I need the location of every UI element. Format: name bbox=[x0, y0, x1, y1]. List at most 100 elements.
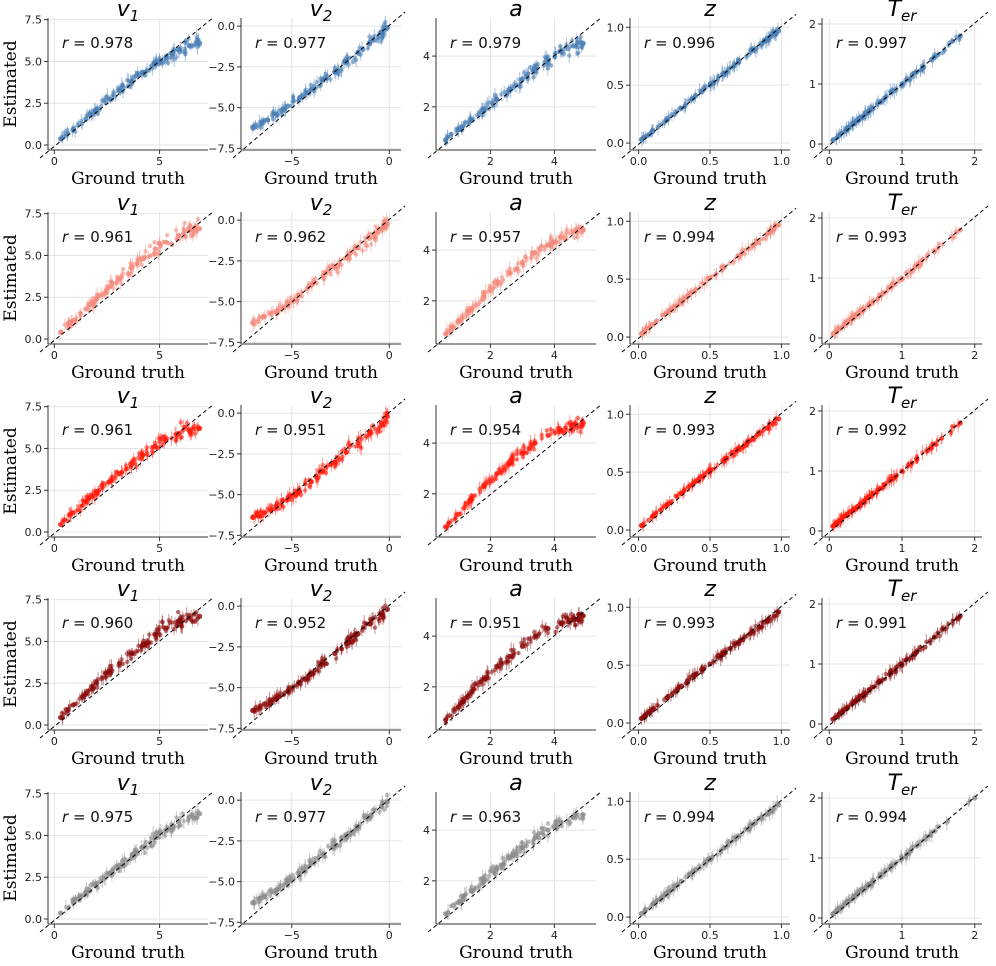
scatter-point bbox=[183, 51, 188, 57]
trend-point bbox=[888, 89, 894, 95]
x-tick-label: 5 bbox=[156, 155, 163, 168]
scatter-point bbox=[159, 436, 164, 442]
trend-point bbox=[70, 318, 76, 324]
scatter-point bbox=[84, 495, 89, 500]
trend-point bbox=[273, 111, 279, 117]
panel-title: Ter bbox=[888, 191, 918, 219]
trend-point bbox=[384, 413, 390, 420]
x-axis-label: Ground truth bbox=[459, 169, 573, 189]
scatter-point bbox=[352, 55, 358, 61]
scatter-point bbox=[59, 710, 64, 716]
identity-line bbox=[621, 13, 797, 159]
trend-point bbox=[519, 260, 526, 266]
correlation-label: r = 0.961 bbox=[62, 228, 133, 246]
trend-point bbox=[494, 96, 500, 102]
scatter-point bbox=[158, 244, 163, 249]
scatter-point bbox=[539, 435, 545, 441]
trend-point bbox=[764, 425, 770, 431]
scatter-point bbox=[173, 227, 179, 233]
trend-point bbox=[196, 226, 203, 232]
scatter-point bbox=[516, 268, 521, 274]
scatter-point bbox=[125, 84, 130, 89]
panel-title: a bbox=[509, 191, 522, 216]
scatter-point bbox=[918, 68, 923, 73]
scatter-point bbox=[163, 59, 168, 64]
trend-point bbox=[468, 116, 474, 123]
scatter-point bbox=[364, 435, 369, 440]
y-tick-label: 2 bbox=[423, 101, 430, 114]
scatter-point bbox=[179, 435, 184, 440]
trend-point bbox=[852, 119, 858, 125]
scatter-point bbox=[271, 116, 276, 122]
trend-point bbox=[140, 69, 146, 75]
scatter-point bbox=[371, 37, 376, 43]
scatter-point bbox=[120, 266, 126, 272]
trend-point bbox=[481, 483, 487, 489]
scatter-point bbox=[308, 83, 314, 88]
scatter-point bbox=[745, 442, 750, 448]
x-axis-label: Ground truth bbox=[71, 556, 185, 576]
x-tick-label: 0 bbox=[51, 349, 58, 362]
scatter-point bbox=[700, 88, 705, 93]
trend-point bbox=[140, 452, 146, 458]
scatter-point bbox=[277, 302, 283, 308]
y-axis-label: Estimated bbox=[1, 234, 21, 322]
scatter-point bbox=[158, 632, 163, 638]
scatter-point bbox=[136, 643, 141, 649]
x-tick-label: −5 bbox=[284, 349, 300, 362]
scatter-point bbox=[166, 618, 172, 623]
scatter-point bbox=[314, 79, 320, 85]
trend-point bbox=[455, 511, 461, 517]
y-tick-label: −5.0 bbox=[208, 102, 235, 115]
trend-point bbox=[308, 87, 314, 93]
scatter-point bbox=[534, 256, 539, 261]
scatter-point bbox=[365, 46, 371, 51]
y-tick-label: 0 bbox=[809, 525, 816, 538]
y-tick-label: 2 bbox=[809, 18, 816, 31]
scatter-point bbox=[156, 251, 161, 257]
scatter-point bbox=[577, 425, 582, 430]
scatter-point bbox=[111, 92, 116, 97]
trend-point bbox=[830, 331, 836, 337]
trend-point bbox=[140, 256, 146, 262]
panel-title: z bbox=[703, 384, 716, 409]
trend-point bbox=[250, 514, 256, 521]
scatter-point bbox=[476, 111, 482, 117]
panel-title: z bbox=[703, 0, 716, 22]
scatter-point bbox=[154, 57, 159, 62]
trend-point bbox=[638, 522, 645, 529]
trend-point bbox=[93, 296, 100, 302]
trend-point bbox=[196, 425, 203, 431]
scatter-point bbox=[516, 260, 521, 266]
scatter-point bbox=[531, 75, 536, 80]
y-tick-label: 5.0 bbox=[25, 442, 43, 455]
panel-title: v2 bbox=[310, 0, 333, 25]
x-tick-label: 2 bbox=[487, 155, 494, 168]
panel-r0-c3: 0.0 0.5 1.0 0.0 0.5 1.0 z r = 0.996 Ground truth bbox=[607, 0, 797, 189]
scatter-point bbox=[192, 426, 197, 432]
trend-point bbox=[163, 239, 169, 245]
y-tick-label: 0.5 bbox=[607, 79, 625, 92]
panel-r2-c2: 2 4 2 4 a r = 0.954 Ground truth bbox=[423, 384, 603, 576]
scatter-point bbox=[574, 40, 579, 46]
x-tick-label: −5 bbox=[284, 542, 300, 555]
scatter-point bbox=[156, 624, 162, 630]
y-tick-label: 0.0 bbox=[25, 333, 43, 346]
x-tick-label: 0.0 bbox=[630, 542, 648, 555]
scatter-point bbox=[173, 438, 178, 443]
scatter-point bbox=[152, 239, 157, 245]
trend-point bbox=[175, 430, 182, 437]
scatter-point bbox=[90, 493, 95, 498]
panel-r0-c4: 0 1 2 0 1 2 Ter r = 0.997 Ground truth bbox=[809, 0, 989, 189]
correlation-label: r = 0.961 bbox=[62, 421, 133, 439]
x-axis-label: Ground truth bbox=[653, 556, 767, 576]
x-axis-label: Ground truth bbox=[71, 169, 185, 189]
x-tick-label: 0 bbox=[826, 349, 833, 362]
scatter-point bbox=[363, 235, 368, 241]
x-tick-label: 0.5 bbox=[701, 155, 719, 168]
panel-r2-c4: 0 1 2 0 1 2 Ter r = 0.992 Ground truth bbox=[809, 384, 989, 576]
y-tick-label: 2 bbox=[809, 212, 816, 225]
scatter-point bbox=[502, 90, 507, 95]
scatter-point bbox=[951, 235, 957, 240]
